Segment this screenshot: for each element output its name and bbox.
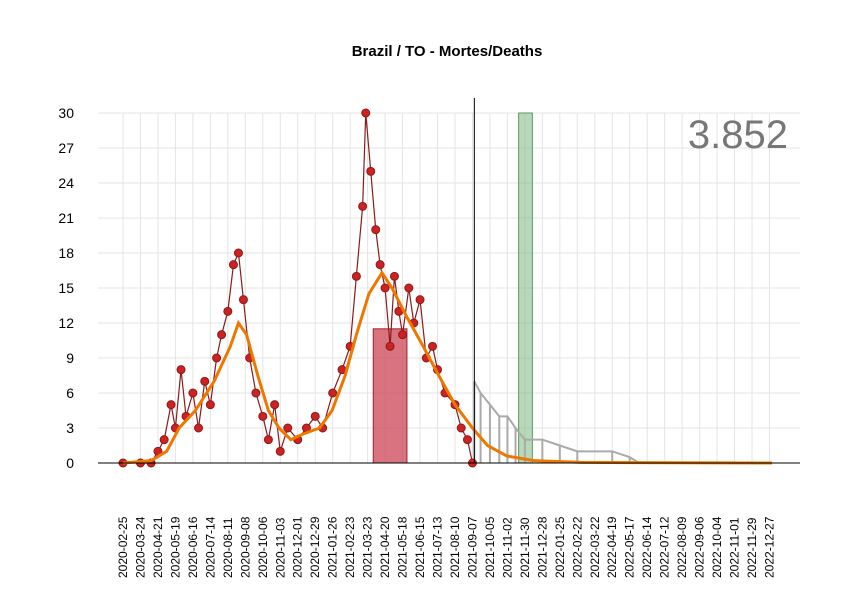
x-tick-label: 2022-02-22	[570, 516, 584, 578]
x-tick-label: 2021-11-02	[500, 517, 514, 578]
y-tick-label: 30	[58, 105, 74, 121]
observed-point	[283, 423, 293, 433]
x-tick-label: 2022-05-17	[623, 516, 637, 578]
observed-point	[389, 271, 399, 281]
observed-point	[238, 295, 248, 305]
observed-point	[398, 330, 408, 340]
observed-point	[159, 435, 169, 445]
observed-point	[375, 260, 385, 270]
green-highlight-band	[518, 112, 533, 464]
observed-point	[456, 423, 466, 433]
x-tick-label: 2022-03-22	[588, 516, 602, 578]
x-tick-label: 2020-02-25	[116, 516, 130, 578]
y-tick-label: 3	[66, 420, 74, 436]
observed-point	[366, 166, 376, 176]
observed-point	[428, 341, 438, 351]
total-deaths-label: 3.852	[688, 113, 788, 157]
x-tick-label: 2021-07-13	[431, 516, 445, 578]
series-layer	[118, 108, 773, 468]
x-tick-label: 2021-01-26	[326, 516, 340, 578]
x-tick-label: 2021-10-05	[483, 516, 497, 578]
observed-point	[371, 225, 381, 235]
x-tick-label: 2022-11-29	[745, 517, 759, 578]
x-tick-label: 2021-11-30	[518, 517, 532, 578]
x-tick-label: 2022-04-19	[605, 516, 619, 578]
x-tick-label: 2021-08-10	[448, 516, 462, 578]
x-tick-label: 2020-04-21	[151, 516, 165, 578]
axis-layer: 0 3 6 9 12 15 18 21 24 27 30 2020-02-25 2020-03-24 20…	[58, 98, 800, 578]
x-tick-label: 2020-03-24	[133, 516, 147, 578]
y-tick-label: 18	[58, 245, 74, 261]
observed-point	[351, 271, 361, 281]
observed-point	[462, 435, 472, 445]
x-tick-label: 2021-02-23	[343, 516, 357, 578]
x-tick-label: 2020-12-01	[291, 516, 305, 578]
observed-point	[275, 446, 285, 456]
observed-point	[358, 201, 368, 211]
x-tick-label: 2020-08-11	[221, 517, 235, 578]
x-tick-label: 2021-03-23	[361, 516, 375, 578]
observed-point	[166, 400, 176, 410]
x-tick-label: 2022-06-14	[640, 516, 654, 578]
observed-point	[310, 411, 320, 421]
y-tick-label: 21	[58, 210, 74, 226]
observed-point	[200, 376, 210, 386]
observed-point	[223, 306, 233, 316]
observed-point	[361, 108, 371, 118]
y-tick-label: 6	[66, 385, 74, 401]
x-tick-label: 2022-09-06	[693, 516, 707, 578]
x-tick-label: 2021-12-28	[535, 516, 549, 578]
observed-point	[217, 330, 227, 340]
y-tick-label: 9	[66, 350, 74, 366]
x-tick-label: 2022-07-12	[658, 516, 672, 578]
observed-point	[212, 353, 222, 363]
x-tick-label: 2022-10-04	[710, 516, 724, 578]
smoothed-average-line	[122, 270, 773, 465]
observed-point	[263, 435, 273, 445]
x-tick-label: 2022-08-09	[675, 516, 689, 578]
x-tick-label: 2020-05-19	[168, 516, 182, 578]
observed-point	[258, 411, 268, 421]
observed-point	[233, 248, 243, 258]
y-tick-label: 24	[58, 175, 74, 191]
x-tick-label: 2020-11-03	[273, 517, 287, 578]
y-tick-label: 12	[58, 315, 74, 331]
observed-point	[194, 423, 204, 433]
x-tick-label: 2020-06-16	[186, 516, 200, 578]
observed-point	[380, 283, 390, 293]
observed-point	[176, 365, 186, 375]
y-tick-label: 15	[58, 280, 74, 296]
x-tick-label: 2020-10-06	[256, 516, 270, 578]
x-tick-label: 2022-11-01	[728, 517, 742, 578]
x-tick-label: 2021-05-18	[396, 516, 410, 578]
red-highlight-band	[372, 328, 408, 464]
chart-title: Brazil / TO - Mortes/Deaths	[352, 43, 543, 60]
y-tick-label: 27	[58, 140, 74, 156]
x-tick-label: 2021-09-07	[465, 516, 479, 578]
observed-point	[404, 283, 414, 293]
x-tick-label: 2020-09-08	[238, 516, 252, 578]
x-tick-label: 2020-07-14	[203, 516, 217, 578]
x-tick-label: 2022-12-27	[763, 516, 777, 578]
grid-layer	[98, 112, 800, 464]
observed-point	[188, 388, 198, 398]
observed-point	[205, 400, 215, 410]
x-tick-label: 2021-04-20	[378, 516, 392, 578]
observed-point	[270, 400, 280, 410]
observed-point	[415, 295, 425, 305]
observed-point	[385, 341, 395, 351]
observed-point	[328, 388, 338, 398]
observed-point	[251, 388, 261, 398]
x-tick-label: 2022-01-25	[553, 516, 567, 578]
observed-point	[228, 260, 238, 270]
x-tick-label: 2020-12-29	[308, 516, 322, 578]
y-tick-label: 0	[66, 455, 74, 471]
x-tick-label: 2021-06-15	[413, 516, 427, 578]
